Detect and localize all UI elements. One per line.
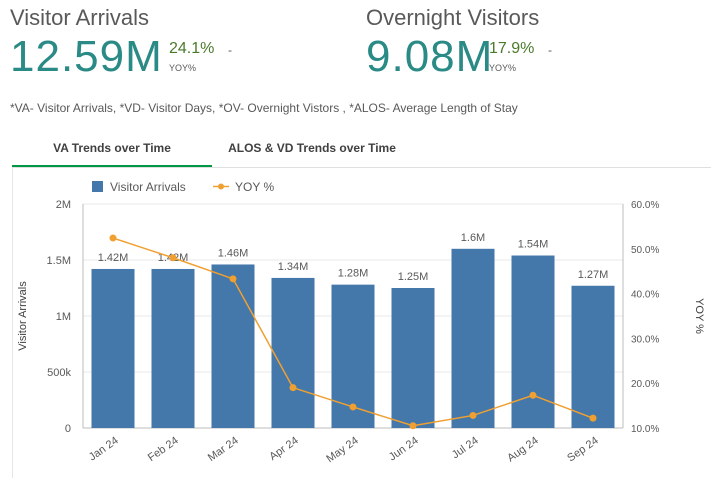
- x-tick-label: Feb 24: [146, 435, 181, 464]
- bar: [91, 268, 135, 428]
- y2-tick-label: 60.0%: [631, 200, 659, 211]
- yoy-point: [409, 422, 417, 430]
- bar: [571, 285, 615, 428]
- y-tick-label: 1M: [56, 311, 71, 323]
- legend-label: Visitor Arrivals: [110, 180, 186, 194]
- kpi-change: 24.1%: [169, 40, 215, 57]
- bar-value-label: 1.46M: [218, 247, 249, 259]
- kpi-change-dash: -: [548, 43, 552, 57]
- bar-value-label: 1.34M: [278, 261, 309, 273]
- legend-label: YOY %: [235, 180, 274, 194]
- y2-tick-label: 20.0%: [631, 379, 659, 390]
- yoy-point: [529, 391, 537, 399]
- yoy-point: [469, 411, 477, 419]
- y-tick-label: 0: [65, 423, 71, 435]
- bar: [451, 248, 495, 428]
- bar-value-label: 1.54M: [518, 239, 549, 251]
- y2-tick-label: 30.0%: [631, 334, 659, 345]
- x-tick-label: Jul 24: [450, 435, 481, 462]
- kpi-change-label: YOY%: [169, 63, 197, 73]
- yoy-point: [589, 414, 597, 422]
- x-tick-label: Jun 24: [387, 435, 421, 464]
- kpi-overnight-visitors: Overnight Visitors 9.08M 17.9% - YOY%: [366, 4, 552, 84]
- bar-value-label: 1.42M: [98, 252, 129, 264]
- abbreviation-footnote: *VA- Visitor Arrivals, *VD- Visitor Days…: [10, 101, 518, 115]
- legend-marker-yoy: [218, 183, 224, 190]
- yoy-point: [289, 384, 297, 392]
- yoy-point: [109, 234, 117, 242]
- yoy-point: [169, 254, 177, 262]
- bar: [391, 288, 435, 428]
- bar-value-label: 1.6M: [461, 232, 485, 244]
- y-tick-label: 500k: [47, 367, 71, 379]
- bar: [271, 277, 315, 428]
- kpi-visitor-arrivals: Visitor Arrivals 12.59M 24.1% - YOY%: [10, 4, 232, 84]
- kpi-change: 17.9%: [489, 40, 535, 57]
- tab-bar: VA Trends over Time ALOS & VD Trends ove…: [12, 129, 711, 168]
- x-tick-label: Apr 24: [267, 435, 300, 463]
- x-tick-label: Aug 24: [505, 435, 540, 465]
- yoy-point: [349, 403, 357, 411]
- kpi-change-dash: -: [228, 43, 232, 57]
- x-tick-label: Sep 24: [565, 435, 600, 465]
- y-axis-title: Visitor Arrivals: [17, 281, 29, 351]
- kpi-title: Visitor Arrivals: [10, 5, 149, 30]
- x-tick-label: May 24: [324, 435, 360, 466]
- yoy-point: [229, 275, 237, 283]
- tab-alos-vd-trends[interactable]: ALOS & VD Trends over Time: [228, 141, 396, 155]
- bar-value-label: 1.25M: [398, 271, 429, 283]
- x-tick-label: Jan 24: [87, 435, 121, 464]
- va-trend-chart: 0 500k 1M 1.5M 2M 10.0% 20.0% 30.0% 40.0% 50.0% 60…: [17, 180, 705, 466]
- kpi-value: 9.08M: [366, 32, 494, 81]
- kpi-title: Overnight Visitors: [366, 5, 540, 30]
- kpi-change-label: YOY%: [489, 63, 517, 73]
- bar-value-label: 1.28M: [338, 268, 369, 280]
- y-tick-label: 1.5M: [47, 255, 71, 267]
- bar: [511, 255, 555, 428]
- y2-tick-label: 40.0%: [631, 290, 659, 301]
- kpi-value: 12.59M: [10, 32, 163, 81]
- y2-tick-label: 50.0%: [631, 245, 659, 256]
- legend-swatch-visitor-arrivals: [92, 181, 103, 192]
- x-tick-label: Mar 24: [206, 435, 241, 464]
- chart-panel: 0 500k 1M 1.5M 2M 10.0% 20.0% 30.0% 40.0% 50.0% 60…: [12, 168, 711, 478]
- y-tick-label: 2M: [56, 199, 71, 211]
- bar-value-label: 1.27M: [578, 269, 609, 281]
- y2-axis-title: YOY %: [693, 298, 705, 334]
- bar: [151, 268, 195, 428]
- bar: [211, 264, 255, 428]
- y2-tick-label: 10.0%: [631, 424, 659, 435]
- tab-va-trends[interactable]: VA Trends over Time: [12, 129, 212, 167]
